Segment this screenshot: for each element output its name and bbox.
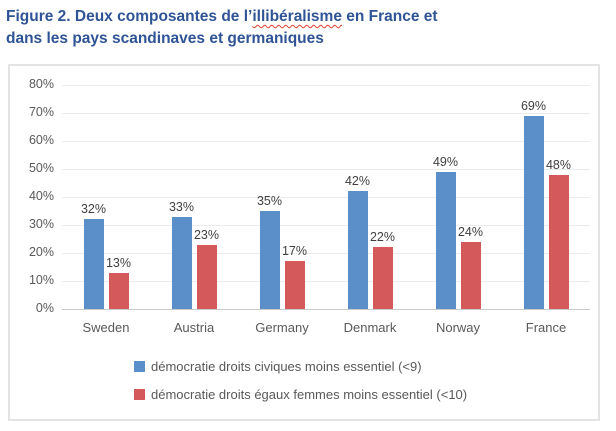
data-label: 49% (432, 154, 459, 169)
x-axis-label-germany: Germany (255, 320, 309, 335)
bar-wrap: 24% (458, 225, 483, 309)
chart-legend: démocratie droits civiques moins essenti… (134, 359, 467, 402)
legend-label: démocratie droits civiques moins essenti… (151, 359, 422, 374)
red-bar-norway (460, 241, 481, 309)
blue-bar-denmark (347, 191, 368, 309)
data-label: 32% (80, 202, 107, 217)
bar-groups: 32% 13% 33% 23% 35% 17% 42% 22% 49% 24% 69% 48% (62, 85, 590, 309)
data-label: 42% (344, 174, 371, 189)
figure-title: Figure 2. Deux composantes de l’illibéra… (6, 6, 606, 50)
data-label: 24% (457, 224, 484, 239)
blue-bar-germany (259, 211, 280, 309)
y-tick-label-30%: 30% (28, 217, 54, 231)
red-bar-austria (196, 244, 217, 309)
bar-wrap: 32% (81, 202, 106, 309)
y-tick-label-70%: 70% (28, 105, 54, 119)
bar-group-germany: 35% 17% (238, 85, 326, 309)
legend-swatch-icon (134, 361, 145, 372)
x-axis-labels: Sweden Austria Germany Denmark Norway France (62, 320, 590, 335)
bar-wrap: 22% (370, 230, 395, 309)
y-tick-label-10%: 10% (28, 273, 54, 287)
gridline-60% (62, 141, 590, 142)
legend-item-2: démocratie droits égaux femmes moins ess… (134, 387, 467, 402)
chart-area: 32% 13% 33% 23% 35% 17% 42% 22% 49% 24% 69% 48% Swe… (8, 64, 600, 421)
y-tick-label-80%: 80% (28, 77, 54, 91)
data-label: 17% (281, 244, 308, 259)
data-label: 69% (520, 98, 547, 113)
x-axis-label-denmark: Denmark (343, 320, 397, 335)
legend-label: démocratie droits égaux femmes moins ess… (151, 387, 468, 402)
x-axis-label-austria: Austria (173, 320, 215, 335)
gridline-40% (62, 197, 590, 198)
x-axis-label-norway: Norway (435, 320, 481, 335)
gridline-70% (62, 113, 590, 114)
data-label: 35% (256, 194, 283, 208)
bar-wrap: 23% (194, 228, 219, 309)
bar-wrap: 35% (257, 194, 282, 309)
bar-group-denmark: 42% 22% (326, 85, 414, 309)
bar-group-sweden: 32% 13% (62, 85, 150, 309)
red-bar-denmark (372, 247, 393, 309)
blue-bar-sweden (83, 219, 104, 309)
data-label: 23% (193, 227, 220, 242)
gridline-20% (62, 253, 590, 254)
figure-title-part1: Figure 2. Deux composantes de l’ (6, 8, 253, 25)
bar-group-france: 69% 48% (502, 85, 590, 309)
data-label: 48% (545, 157, 572, 172)
legend-swatch-icon (134, 389, 145, 400)
y-tick-label-40%: 40% (28, 189, 54, 203)
data-label: 22% (369, 230, 396, 245)
data-label: 33% (168, 199, 195, 214)
blue-bar-norway (435, 171, 456, 309)
y-tick-label-0%: 0% (35, 301, 54, 315)
y-tick-label-50%: 50% (28, 161, 54, 175)
bar-wrap: 13% (106, 256, 131, 309)
blue-bar-austria (171, 216, 192, 309)
figure-title-line2: dans les pays scandinaves et germaniques (6, 30, 324, 47)
bar-wrap: 33% (169, 200, 194, 309)
figure-title-part2: en France et (341, 8, 438, 25)
red-bar-france (548, 174, 569, 309)
plot-area: 32% 13% 33% 23% 35% 17% 42% 22% 49% 24% 69% 48% (62, 85, 590, 310)
legend-item-1: démocratie droits civiques moins essenti… (134, 359, 467, 374)
bar-wrap: 17% (282, 244, 307, 309)
bar-group-austria: 33% 23% (150, 85, 238, 309)
gridline-30% (62, 225, 590, 226)
bar-wrap: 69% (521, 99, 546, 309)
y-tick-label-20%: 20% (28, 245, 54, 259)
gridline-10% (62, 281, 590, 282)
blue-bar-france (523, 115, 544, 309)
gridline-80% (62, 85, 590, 86)
x-axis-label-sweden: Sweden (82, 320, 130, 335)
data-label: 13% (105, 255, 132, 270)
y-tick-label-60%: 60% (28, 133, 54, 147)
bar-wrap: 42% (345, 174, 370, 309)
bar-wrap: 49% (433, 155, 458, 309)
figure-title-misspelled-word: illibéralisme (252, 8, 342, 25)
bar-wrap: 48% (546, 158, 571, 309)
red-bar-sweden (108, 272, 129, 309)
gridline-50% (62, 169, 590, 170)
x-axis-line (62, 309, 590, 310)
bar-group-norway: 49% 24% (414, 85, 502, 309)
red-bar-germany (284, 261, 305, 309)
x-axis-label-france: France (525, 320, 567, 335)
